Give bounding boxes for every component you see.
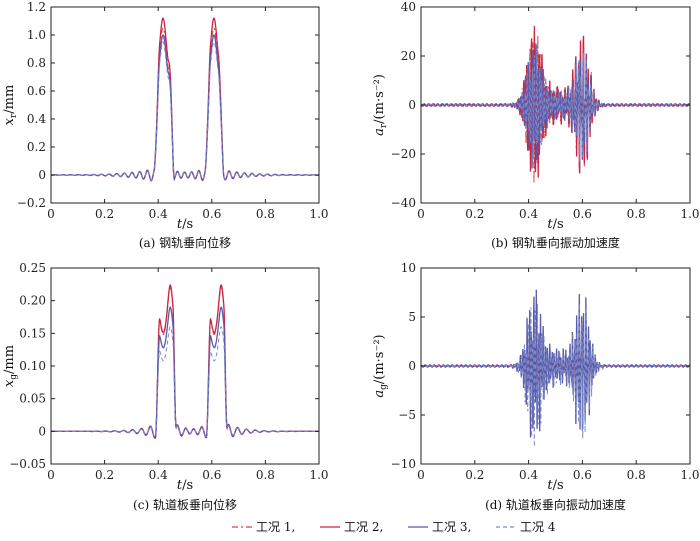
legend-label: 工况 1, bbox=[256, 520, 295, 534]
x-axis-label: t/s bbox=[177, 217, 193, 232]
y-axis-label: ag/(m·s⁻²) bbox=[372, 334, 389, 397]
series-line-3 bbox=[421, 289, 690, 438]
x-tick-label: 0 bbox=[417, 468, 425, 482]
x-tick-label: 1.0 bbox=[309, 468, 328, 482]
y-tick-label: 40 bbox=[401, 0, 416, 14]
legend-item-2: 工况 2, bbox=[320, 520, 383, 534]
x-tick-label: 0.4 bbox=[149, 207, 168, 221]
legend-item-1: 工况 1, bbox=[232, 520, 295, 534]
y-tick-label: 0 bbox=[38, 424, 46, 438]
x-tick-label: 0.4 bbox=[519, 468, 538, 482]
x-tick-label: 0.2 bbox=[465, 468, 484, 482]
y-tick-label: −40 bbox=[391, 196, 416, 210]
panel-caption: (d) 轨道板垂向振动加速度 bbox=[485, 497, 626, 512]
legend-item-3: 工况 3, bbox=[408, 520, 471, 534]
x-tick-label: 0.8 bbox=[256, 468, 275, 482]
x-tick-label: 0.8 bbox=[627, 468, 646, 482]
y-tick-label: 5 bbox=[408, 310, 416, 324]
y-tick-label: 1.2 bbox=[27, 0, 46, 14]
y-tick-label: 0 bbox=[38, 168, 46, 182]
x-tick-label: 0.4 bbox=[149, 468, 168, 482]
x-tick-label: 0.2 bbox=[95, 468, 114, 482]
legend-label: 工况 4 bbox=[520, 520, 556, 534]
y-tick-label: 0 bbox=[408, 359, 416, 373]
x-tick-label: 0.8 bbox=[256, 207, 275, 221]
series-line-2 bbox=[51, 284, 319, 439]
plot-frame bbox=[50, 267, 320, 465]
legend: 工况 1, 工况 2, 工况 3, 工况 4 bbox=[232, 520, 556, 534]
y-tick-label: 0.25 bbox=[19, 261, 46, 275]
y-tick-label: 0 bbox=[408, 98, 416, 112]
y-tick-label: −0.05 bbox=[9, 457, 46, 471]
y-tick-label: 0.20 bbox=[19, 294, 46, 308]
x-tick-label: 0 bbox=[417, 207, 425, 221]
y-tick-label: 0.8 bbox=[27, 56, 46, 70]
y-tick-label: 0.2 bbox=[27, 140, 46, 154]
y-tick-label: 0.10 bbox=[19, 359, 46, 373]
y-tick-label: −10 bbox=[391, 457, 416, 471]
y-tick-label: 0.6 bbox=[27, 84, 46, 98]
plot-frame bbox=[50, 6, 320, 204]
chart-panel-4: 0 0.2 0.4 0.6 0.8 1.0 −10 −5 0 5 10 t/s ag/(m·s⁻²) (d… bbox=[372, 261, 700, 512]
x-tick-label: 0.4 bbox=[519, 207, 538, 221]
x-tick-label: 0.6 bbox=[202, 207, 221, 221]
series-group bbox=[51, 17, 319, 182]
series-line-3 bbox=[51, 306, 319, 438]
x-tick-label: 1.0 bbox=[680, 207, 699, 221]
series-line-1 bbox=[51, 27, 319, 181]
x-tick-label: 0.6 bbox=[573, 207, 592, 221]
y-tick-label: −20 bbox=[391, 147, 416, 161]
panel-caption: (c) 轨道板垂向位移 bbox=[133, 497, 237, 512]
x-tick-label: 0.8 bbox=[627, 207, 646, 221]
legend-item-4: 工况 4 bbox=[496, 520, 556, 534]
x-tick-label: 0.6 bbox=[573, 468, 592, 482]
y-axis-label: ar/(m·s⁻²) bbox=[372, 74, 389, 136]
series-group bbox=[421, 289, 690, 447]
y-tick-label: 0.4 bbox=[27, 112, 46, 126]
x-tick-label: 1.0 bbox=[309, 207, 328, 221]
y-tick-label: 20 bbox=[401, 49, 416, 63]
y-tick-label: 0.05 bbox=[19, 392, 46, 406]
x-tick-label: 1.0 bbox=[680, 468, 699, 482]
chart-panel-3: 0 0.2 0.4 0.6 0.8 1.0−0.0500.050.100.150.200.… bbox=[2, 261, 329, 512]
x-tick-label: 0 bbox=[47, 468, 55, 482]
x-tick-label: 0.2 bbox=[465, 207, 484, 221]
legend-label: 工况 3, bbox=[432, 520, 471, 534]
x-tick-label: 0.2 bbox=[95, 207, 114, 221]
x-tick-label: 0 bbox=[47, 207, 55, 221]
panel-caption: (a) 钢轨垂向位移 bbox=[139, 235, 231, 250]
series-group bbox=[51, 284, 319, 439]
series-line-4 bbox=[51, 41, 319, 181]
chart-panel-2: 0 0.2 0.4 0.6 0.8 1.0 −40 −20 0 20 40 t/s ar/(m·s⁻²)… bbox=[372, 0, 700, 250]
x-axis-label: t/s bbox=[547, 217, 563, 232]
series-line-4 bbox=[51, 326, 319, 438]
series-line-1 bbox=[51, 287, 319, 439]
series-line-3 bbox=[51, 34, 319, 182]
y-tick-label: −5 bbox=[398, 408, 416, 422]
chart-panel-1: 0 0.2 0.4 0.6 0.8 1.0−0.200.20.40.60.81.01.2t… bbox=[2, 0, 329, 250]
series-line-4 bbox=[421, 303, 690, 447]
series-line-2 bbox=[51, 17, 319, 182]
y-axis-label: xr/mm bbox=[2, 85, 19, 126]
series-line-4 bbox=[421, 44, 690, 162]
panel-caption: (b) 钢轨垂向振动加速度 bbox=[491, 235, 620, 250]
legend-label: 工况 2, bbox=[344, 520, 383, 534]
x-tick-label: 0.6 bbox=[202, 468, 221, 482]
y-tick-label: 1.0 bbox=[27, 28, 46, 42]
y-tick-label: −0.2 bbox=[17, 196, 46, 210]
y-axis-label: xg/mm bbox=[2, 345, 19, 387]
y-tick-label: 0.15 bbox=[19, 326, 46, 340]
x-axis-label: t/s bbox=[177, 478, 193, 493]
series-group bbox=[421, 26, 690, 184]
x-axis-label: t/s bbox=[547, 478, 563, 493]
y-tick-label: 10 bbox=[401, 261, 416, 275]
